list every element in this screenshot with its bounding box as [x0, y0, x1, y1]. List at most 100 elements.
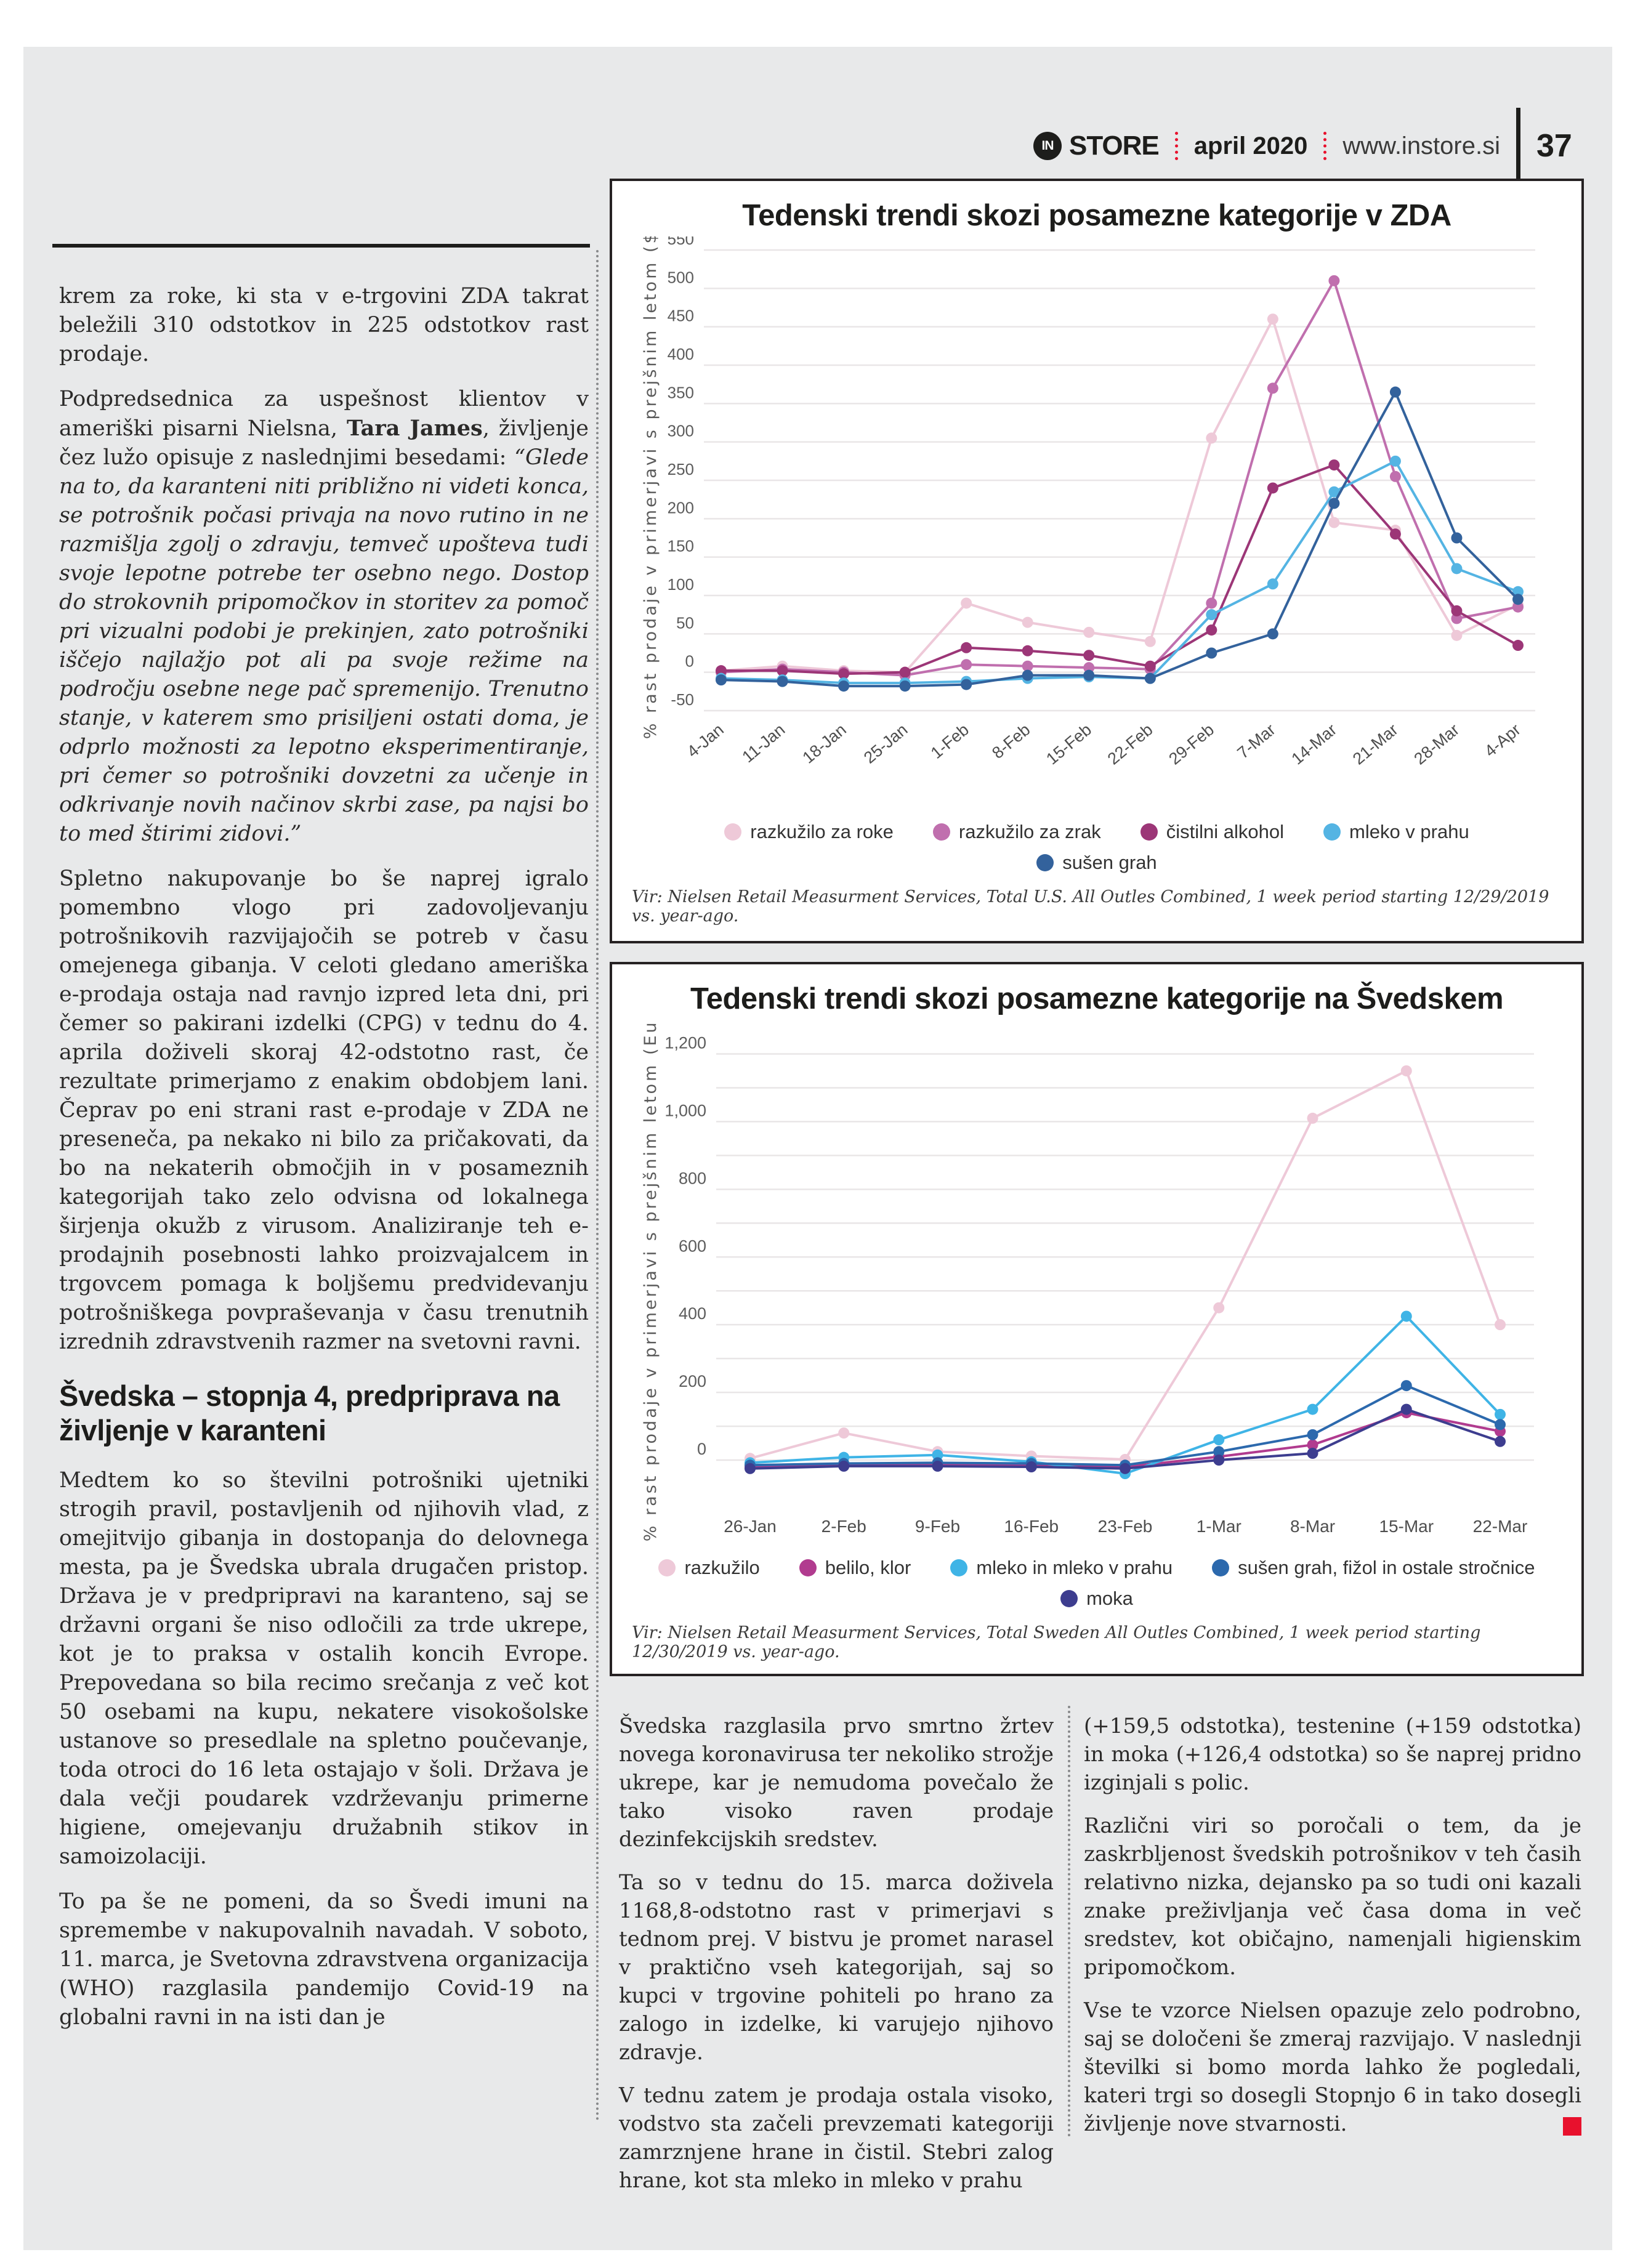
svg-text:600: 600: [679, 1237, 706, 1255]
legend-color-dot: [1323, 823, 1341, 841]
svg-text:200: 200: [668, 498, 694, 517]
paragraph: Švedska razglasila prvo smrtno žrtev nov…: [619, 1714, 1054, 1852]
svg-text:15-Feb: 15-Feb: [1043, 720, 1095, 769]
legend-color-dot: [1212, 1559, 1230, 1576]
issue-date: april 2020: [1193, 132, 1308, 159]
svg-text:16-Feb: 16-Feb: [1004, 1517, 1059, 1536]
svg-text:1,000: 1,000: [664, 1101, 706, 1120]
svg-text:26-Jan: 26-Jan: [724, 1517, 777, 1536]
magazine-page: IN STORE april 2020 www.instore.si 37 kr…: [23, 47, 1612, 2250]
legend-color-dot: [724, 823, 742, 841]
svg-text:0: 0: [697, 1440, 706, 1458]
legend-color-dot: [799, 1559, 817, 1576]
paragraph: Medtem ko so številni potrošniki ujetnik…: [59, 1468, 589, 1869]
paragraph: Spletno nakupovanje bo še naprej igralo …: [59, 866, 589, 1354]
legend-color-dot: [950, 1559, 968, 1576]
chart-title: Tedenski trendi skozi posamezne kategori…: [742, 199, 1451, 232]
legend-label: mleko in mleko v prahu: [976, 1557, 1173, 1578]
svg-text:8-Mar: 8-Mar: [1290, 1517, 1335, 1536]
chart-legend: razkužilo belilo, klor mleko in mleko v pr…: [628, 1557, 1565, 1610]
svg-text:14-Mar: 14-Mar: [1288, 720, 1340, 769]
paragraph: Različni viri so poročali o tem, da je z…: [1084, 1814, 1581, 1980]
legend-label: čistilni alkohol: [1166, 821, 1284, 842]
legend-color-dot: [658, 1559, 676, 1576]
red-dotted-separator: [1174, 132, 1178, 160]
svg-text:11-Jan: 11-Jan: [738, 720, 788, 767]
header-divider-bar: [1516, 108, 1520, 184]
svg-text:-50: -50: [671, 690, 694, 709]
paragraph: V tednu zatem je prodaja ostala visoko, …: [619, 2083, 1054, 2193]
svg-text:250: 250: [668, 460, 694, 478]
svg-text:500: 500: [668, 268, 694, 286]
svg-text:7-Mar: 7-Mar: [1233, 720, 1278, 762]
svg-text:% rast prodaje v primerjavi s: % rast prodaje v primerjavi s prejšnim l…: [641, 236, 660, 739]
svg-text:300: 300: [668, 422, 694, 440]
left-column: krem za roke, ki sta v e-trgovini ZDA ta…: [59, 282, 589, 2048]
chart-legend: razkužilo za roke razkužilo za zrak čistil…: [628, 821, 1565, 874]
bottom-middle-column: Švedska razglasila prvo smrtno žrtev nov…: [619, 1712, 1054, 2209]
legend-item: moka: [1060, 1588, 1133, 1610]
legend-item: belilo, klor: [799, 1557, 911, 1579]
svg-text:2-Feb: 2-Feb: [822, 1517, 866, 1536]
legend-item: sušen grah: [1036, 852, 1157, 874]
legend-color-dot: [1060, 1590, 1078, 1607]
svg-text:1-Mar: 1-Mar: [1197, 1517, 1241, 1536]
svg-text:350: 350: [668, 383, 694, 402]
legend-item: razkužilo za roke: [724, 821, 894, 843]
sweden-line-chart: 0 200 400 600 800 1,000 1,200% rast prodaje v …: [641, 1020, 1534, 1541]
instore-logo-icon: IN: [1033, 132, 1062, 160]
legend-item: mleko v prahu: [1323, 821, 1469, 843]
legend-label: sušen grah, fižol in ostale stročnice: [1238, 1557, 1535, 1578]
svg-text:9-Feb: 9-Feb: [915, 1517, 960, 1536]
svg-text:28-Mar: 28-Mar: [1411, 720, 1463, 769]
legend-item: čistilni alkohol: [1140, 821, 1284, 843]
svg-text:15-Mar: 15-Mar: [1379, 1517, 1434, 1536]
svg-text:550: 550: [668, 236, 694, 248]
website-url[interactable]: www.instore.si: [1342, 132, 1500, 159]
chart-source: Vir: Nielsen Retail Measurment Services,…: [632, 887, 1549, 926]
legend-item: mleko in mleko v prahu: [950, 1557, 1173, 1579]
legend-label: mleko v prahu: [1349, 821, 1469, 842]
legend-label: razkužilo za roke: [750, 821, 894, 842]
column-separator: [1068, 1706, 1070, 2137]
svg-text:23-Feb: 23-Feb: [1098, 1517, 1153, 1536]
section-heading: Švedska – stopnja 4, predpriprava na živ…: [59, 1379, 560, 1447]
svg-text:100: 100: [668, 575, 694, 594]
svg-text:150: 150: [668, 537, 694, 555]
paragraph: To pa še ne pomeni, da so Švedi imuni na…: [59, 1889, 589, 2030]
chart-title: Tedenski trendi skozi posamezne kategori…: [690, 982, 1504, 1015]
chart-usa-card: Tedenski trendi skozi posamezne kategori…: [610, 179, 1584, 943]
svg-text:50: 50: [676, 613, 694, 632]
red-dotted-separator: [1323, 132, 1327, 160]
svg-text:1-Feb: 1-Feb: [927, 720, 972, 762]
paragraph: Podpredsednica za uspešnost klientov v a…: [59, 387, 589, 846]
legend-color-dot: [1036, 854, 1054, 871]
svg-text:450: 450: [668, 307, 694, 325]
svg-text:8-Feb: 8-Feb: [988, 720, 1033, 762]
bottom-right-column: (+159,5 odstotka), testenine (+159 odsto…: [1084, 1712, 1581, 2153]
svg-text:400: 400: [668, 345, 694, 363]
legend-item: sušen grah, fižol in ostale stročnice: [1212, 1557, 1535, 1579]
svg-text:1,200: 1,200: [664, 1033, 706, 1052]
legend-label: razkužilo za zrak: [958, 821, 1101, 842]
brand: IN STORE: [1033, 131, 1160, 161]
paragraph: Ta so v tednu do 15. marca doživela 1168…: [619, 1870, 1054, 2065]
legend-label: belilo, klor: [825, 1557, 911, 1578]
svg-text:22-Mar: 22-Mar: [1473, 1517, 1528, 1536]
column-top-rule: [52, 244, 590, 248]
page-header: IN STORE april 2020 www.instore.si 37: [1033, 106, 1572, 186]
svg-text:800: 800: [679, 1169, 706, 1187]
brand-name: STORE: [1069, 131, 1160, 161]
svg-text:400: 400: [679, 1304, 706, 1323]
svg-text:4-Jan: 4-Jan: [684, 720, 727, 761]
svg-text:21-Mar: 21-Mar: [1349, 720, 1402, 769]
legend-color-dot: [932, 823, 950, 841]
paragraph: krem za roke, ki sta v e-trgovini ZDA ta…: [59, 284, 589, 366]
svg-text:0: 0: [685, 652, 694, 671]
person-name: Tara James: [346, 416, 483, 441]
legend-label: moka: [1086, 1588, 1133, 1609]
chart-sweden-card: Tedenski trendi skozi posamezne kategori…: [610, 962, 1584, 1676]
legend-item: razkužilo za zrak: [932, 821, 1101, 843]
svg-text:25-Jan: 25-Jan: [860, 720, 911, 767]
quote-text: “Glede na to, da karanteni niti približn…: [59, 445, 589, 846]
